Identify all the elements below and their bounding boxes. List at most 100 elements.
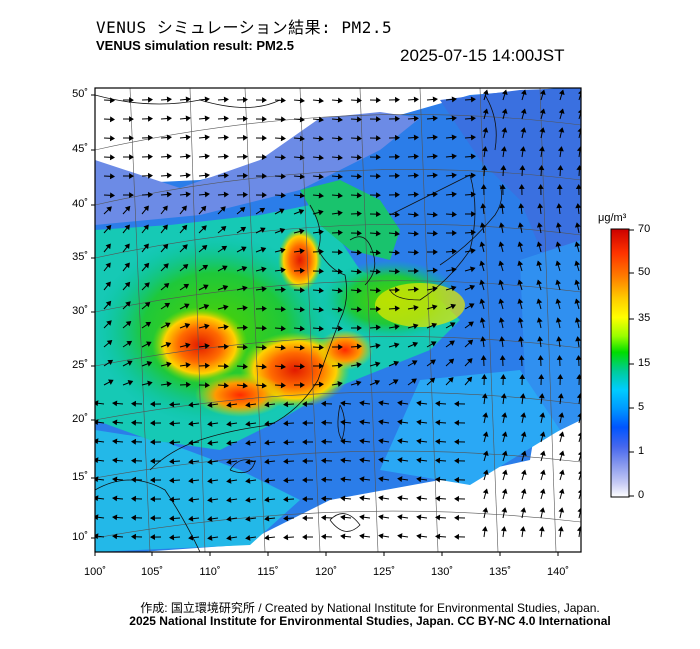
- wind-arrowhead: [126, 340, 133, 347]
- wind-arrowhead: [432, 134, 438, 141]
- wind-arrowhead: [470, 153, 476, 160]
- axis-ticks: [91, 94, 559, 556]
- wind-arrowhead: [356, 268, 362, 275]
- wind-arrowhead: [337, 173, 343, 180]
- wind-arrowhead: [280, 306, 286, 313]
- wind-arrowhead: [337, 325, 343, 332]
- wind-arrowhead: [468, 321, 474, 327]
- wind-arrowhead: [302, 534, 307, 540]
- wind-arrowhead: [375, 268, 381, 275]
- wind-arrowhead: [520, 450, 527, 457]
- wind-arrowhead: [163, 282, 170, 289]
- wind-arrowhead: [356, 154, 362, 161]
- wind-arrowhead: [129, 192, 134, 198]
- wind-arrowhead: [536, 222, 543, 228]
- wind-arrowhead: [204, 172, 210, 179]
- wind-arrowhead: [539, 412, 546, 418]
- wind-arrowhead: [519, 374, 526, 380]
- wind-arrowhead: [559, 89, 565, 96]
- lat-label: 25˚: [72, 359, 88, 371]
- wind-arrowhead: [109, 116, 115, 123]
- wind-arrowhead: [451, 115, 457, 122]
- wind-arrowhead: [378, 419, 384, 426]
- wind-arrowhead: [557, 393, 564, 399]
- wind-arrowhead: [356, 362, 362, 368]
- wind-arrowhead: [165, 322, 171, 328]
- wind-arrowhead: [470, 248, 476, 254]
- wind-arrowhead: [378, 438, 384, 445]
- wind-vectors: [95, 89, 581, 541]
- wind-arrowhead: [356, 343, 362, 350]
- lat-label: 15˚: [72, 471, 88, 483]
- wind-arrowhead: [518, 203, 525, 209]
- wind-arrowhead: [337, 229, 343, 236]
- wind-arrowhead: [222, 285, 229, 291]
- wind-arrowhead: [188, 477, 194, 484]
- wind-arrowhead: [318, 173, 324, 180]
- wind-arrowhead: [188, 496, 194, 503]
- wind-arrowhead: [558, 507, 565, 513]
- wind-arrowhead: [518, 336, 525, 342]
- wind-arrowhead: [454, 438, 460, 445]
- wind-arrowhead: [131, 514, 137, 521]
- wind-arrowhead: [557, 374, 564, 380]
- wind-arrowhead: [106, 320, 112, 326]
- wind-arrowhead: [201, 244, 208, 251]
- wind-arrowhead: [242, 324, 248, 331]
- wind-arrowhead: [451, 267, 457, 273]
- wind-arrowhead: [397, 495, 403, 502]
- wind-arrowhead: [519, 165, 526, 171]
- wind-arrowhead: [499, 203, 506, 209]
- wind-arrowhead: [432, 153, 438, 160]
- wind-arrowhead: [558, 450, 565, 457]
- wind-arrowhead: [169, 515, 175, 522]
- timestamp: 2025-07-15 14:00JST: [400, 46, 565, 65]
- wind-arrowhead: [499, 336, 506, 342]
- wind-arrowhead: [131, 438, 137, 445]
- wind-arrowhead: [131, 400, 137, 407]
- wind-arrowhead: [260, 247, 267, 253]
- wind-arrowhead: [451, 191, 457, 198]
- wind-arrowhead: [340, 419, 346, 426]
- wind-arrowhead: [131, 533, 137, 540]
- wind-arrowhead: [416, 533, 422, 540]
- wind-arrowhead: [299, 135, 305, 142]
- wind-arrowhead: [450, 285, 457, 292]
- wind-arrowhead: [520, 507, 527, 513]
- wind-arrowhead: [337, 249, 343, 256]
- wind-arrowhead: [144, 282, 150, 288]
- wind-arrowhead: [299, 248, 305, 255]
- wind-arrowhead: [318, 306, 324, 313]
- wind-arrowhead: [558, 412, 565, 418]
- wind-arrowhead: [318, 268, 324, 275]
- title-japanese: VENUS シミュレーション結果: PM2.5: [96, 18, 393, 37]
- wind-arrowhead: [340, 533, 346, 540]
- wind-arrowhead: [204, 343, 210, 350]
- wind-arrowhead: [411, 378, 417, 384]
- wind-arrowhead: [188, 515, 194, 522]
- lon-label: 130˚: [430, 566, 454, 578]
- wind-arrowhead: [150, 496, 156, 502]
- wind-arrowhead: [537, 184, 544, 190]
- wind-arrowhead: [375, 211, 381, 218]
- wind-arrowhead: [411, 360, 418, 366]
- wind-arrowhead: [431, 322, 438, 329]
- wind-arrowhead: [109, 173, 115, 180]
- wind-arrowhead: [479, 279, 485, 286]
- wind-arrowhead: [574, 222, 581, 228]
- colorbar-tick-label: 1: [638, 445, 645, 457]
- wind-arrowhead: [95, 514, 99, 521]
- wind-arrowhead: [375, 154, 381, 161]
- wind-arrowhead: [207, 439, 213, 446]
- wind-arrowhead: [482, 431, 489, 437]
- wind-arrowhead: [261, 266, 267, 273]
- wind-arrowhead: [204, 362, 210, 369]
- wind-arrowhead: [112, 514, 118, 521]
- wind-arrowhead: [144, 301, 151, 308]
- wind-arrowhead: [240, 226, 247, 233]
- wind-arrowhead: [375, 249, 381, 256]
- wind-arrowhead: [264, 515, 270, 522]
- wind-arrowhead: [416, 419, 422, 426]
- wind-arrowhead: [337, 381, 343, 387]
- wind-arrowhead: [202, 264, 209, 271]
